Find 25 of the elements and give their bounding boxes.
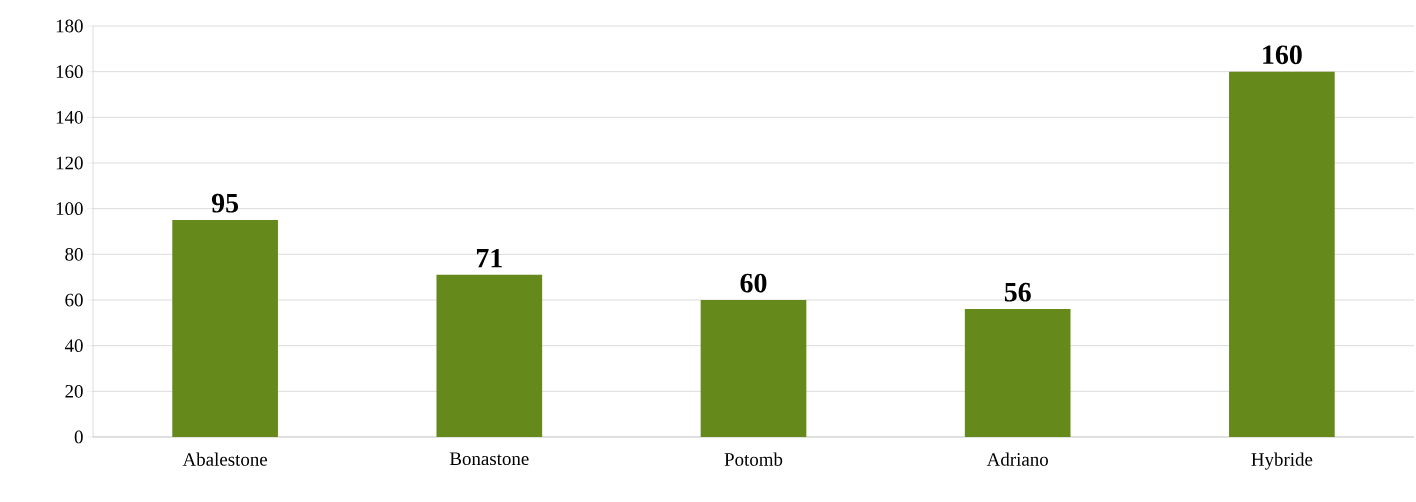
x-tick-label: Hybride — [1251, 452, 1313, 470]
y-tick-label: 100 — [56, 202, 83, 216]
y-tick-label: 60 — [65, 293, 83, 307]
bar — [700, 299, 807, 437]
data-label: 71 — [476, 248, 502, 268]
data-label: 95 — [211, 193, 239, 213]
data-label: 56 — [1004, 282, 1031, 302]
y-tick-label: 160 — [56, 65, 83, 79]
y-tick-label: 180 — [56, 19, 83, 33]
x-tick-label: Abalestone — [182, 452, 268, 466]
y-tick-label: 20 — [65, 384, 83, 398]
y-tick-label: 80 — [65, 247, 83, 261]
bar — [436, 274, 543, 437]
y-tick-label: 120 — [56, 156, 83, 170]
y-tick-label: 140 — [56, 110, 83, 124]
bar — [964, 309, 1071, 437]
data-label: 60 — [740, 273, 767, 293]
x-tick-label: Bonastone — [449, 452, 529, 466]
bar — [1229, 71, 1335, 437]
x-tick-label: Potomb — [724, 452, 783, 466]
bar — [172, 220, 278, 437]
y-tick-label: 40 — [64, 339, 83, 353]
y-tick-label: 0 — [74, 430, 83, 444]
data-label: 160 — [1263, 45, 1302, 65]
x-tick-label: Adriano — [986, 452, 1048, 466]
